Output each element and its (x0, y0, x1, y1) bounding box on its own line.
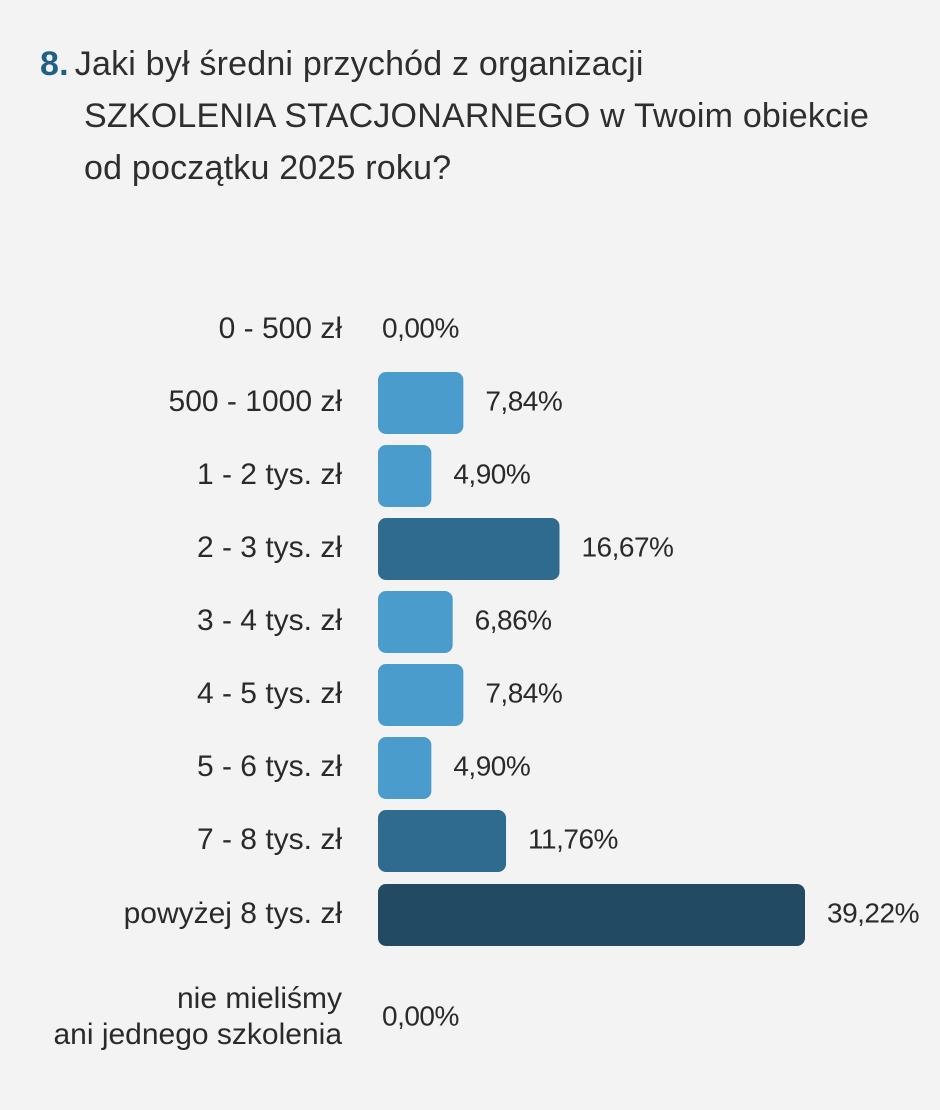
value-label: 7,84% (485, 677, 562, 708)
value-label: 6,86% (475, 604, 552, 635)
value-label: 4,90% (453, 458, 530, 489)
question-line-1-text: Jaki był średni przychód z organizacji (74, 45, 644, 83)
question-number: 8. (40, 45, 69, 83)
category-label: powyżej 8 tys. zł (124, 897, 343, 930)
category-label: 2 - 3 tys. zł (197, 531, 342, 564)
category-label: 7 - 8 tys. zł (197, 823, 342, 856)
bar (378, 445, 432, 507)
bar (378, 664, 464, 726)
bar (378, 591, 453, 653)
bar (378, 737, 432, 799)
question-line-1: 8. Jaki był średni przychód z organizacji (40, 38, 900, 90)
value-label: 39,22% (827, 897, 919, 928)
value-label: 16,67% (581, 531, 673, 562)
category-label: 0 - 500 zł (219, 312, 343, 345)
value-label: 0,00% (382, 312, 459, 343)
bar (378, 518, 560, 580)
value-label: 7,84% (485, 385, 562, 416)
value-label: 0,00% (382, 1000, 459, 1031)
category-label: 4 - 5 tys. zł (197, 677, 342, 710)
category-label: 1 - 2 tys. zł (197, 458, 342, 491)
question-line-3: od początku 2025 roku? (84, 149, 452, 187)
category-label: 3 - 4 tys. zł (197, 604, 342, 637)
value-label: 11,76% (528, 823, 618, 854)
value-label: 4,90% (453, 750, 530, 781)
question-line-2: SZKOLENIA STACJONARNEGO w Twoim obiekcie (84, 97, 870, 135)
category-label: 5 - 6 tys. zł (197, 750, 342, 783)
category-label: ani jednego szkolenia (53, 1018, 342, 1051)
category-label: 500 - 1000 zł (169, 385, 343, 418)
bar (378, 372, 464, 434)
bar (378, 810, 507, 872)
question-text: 8. Jaki był średni przychód z organizacji… (40, 38, 900, 194)
category-label: nie mieliśmy (177, 982, 342, 1015)
bar (378, 884, 805, 946)
